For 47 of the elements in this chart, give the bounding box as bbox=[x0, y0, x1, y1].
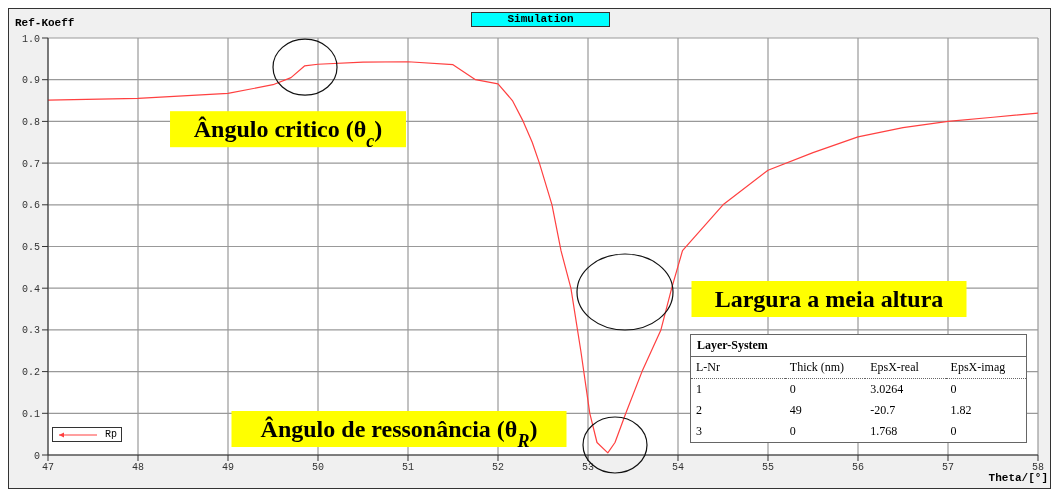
annotation: Ângulo critico (θ$_{c}$) bbox=[193, 116, 383, 152]
y-tick-label: 0.8 bbox=[21, 116, 40, 128]
annotation: L-Nr bbox=[695, 359, 721, 376]
annotation: 3 bbox=[695, 423, 703, 440]
annotation: Layer-System bbox=[691, 335, 1026, 357]
x-axis-title: Theta/[°] bbox=[988, 472, 1048, 484]
y-tick-label: 1.0 bbox=[21, 33, 40, 45]
annotation: -20.7 bbox=[869, 402, 897, 419]
annotation: 2 bbox=[695, 402, 703, 419]
x-tick-label: 56 bbox=[851, 462, 865, 474]
x-tick-label: 49 bbox=[221, 462, 235, 474]
annotation: Largura a meia altura bbox=[714, 286, 944, 312]
y-tick-label: 0.2 bbox=[21, 367, 40, 379]
y-tick-label: 0 bbox=[33, 450, 40, 462]
x-tick-label: 58 bbox=[1031, 462, 1045, 474]
annotation: Ângulo de ressonância (θ$_{R}$) bbox=[260, 416, 538, 451]
annotation: 0 bbox=[788, 423, 797, 440]
x-tick-label: 51 bbox=[401, 462, 415, 474]
y-axis-title: Ref-Koeff bbox=[15, 17, 75, 29]
y-tick-label: 0.3 bbox=[21, 325, 40, 337]
x-tick-label: 54 bbox=[671, 462, 685, 474]
chart-title: Simulation bbox=[471, 12, 610, 27]
annotation: EpsX-imag bbox=[949, 359, 1007, 376]
annotation: 3.0264 bbox=[869, 381, 905, 398]
annotation: EpsX-real bbox=[869, 359, 920, 376]
annotation: 1.82 bbox=[949, 402, 973, 419]
annotation: 0 bbox=[949, 381, 958, 398]
annotation: 0 bbox=[788, 381, 797, 398]
annotation: 1.768 bbox=[869, 423, 899, 440]
annotation: 1 bbox=[695, 381, 703, 398]
annotation: Thick (nm) bbox=[788, 359, 846, 376]
y-tick-label: 0.5 bbox=[21, 242, 40, 254]
x-tick-label: 53 bbox=[581, 462, 595, 474]
legend-label: Rp bbox=[105, 429, 118, 440]
annotation: 0 bbox=[949, 423, 958, 440]
x-tick-label: 48 bbox=[131, 462, 145, 474]
y-tick-label: 0.1 bbox=[21, 408, 40, 420]
x-tick-label: 47 bbox=[41, 462, 55, 474]
y-tick-label: 0.7 bbox=[21, 158, 40, 170]
annotation: 49 bbox=[788, 402, 803, 419]
y-tick-label: 0.9 bbox=[21, 75, 40, 87]
y-tick-label: 0.6 bbox=[21, 200, 40, 212]
x-tick-label: 57 bbox=[941, 462, 955, 474]
x-tick-label: 50 bbox=[311, 462, 325, 474]
x-tick-label: 55 bbox=[761, 462, 775, 474]
y-tick-label: 0.4 bbox=[21, 283, 40, 295]
x-tick-label: 52 bbox=[491, 462, 505, 474]
